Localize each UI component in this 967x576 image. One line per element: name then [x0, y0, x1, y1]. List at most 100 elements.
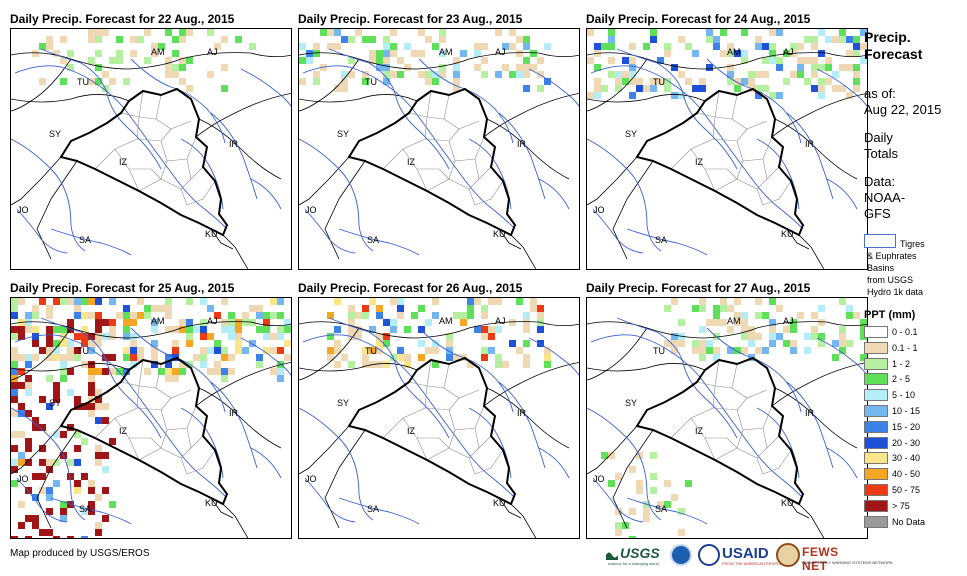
country-border	[498, 497, 522, 519]
precip-cell	[839, 347, 846, 354]
precip-cell	[39, 78, 46, 85]
precip-cell	[720, 319, 727, 326]
precip-cell	[369, 298, 376, 305]
country-label: JO	[593, 474, 605, 484]
precip-cell	[151, 50, 158, 57]
precip-cell	[362, 78, 369, 85]
forecast-panel-0: Daily Precip. Forecast for 22 Aug., 2015…	[10, 12, 292, 270]
precip-cell	[453, 71, 460, 78]
precip-cell	[397, 347, 404, 354]
country-label: IZ	[695, 426, 704, 436]
precip-cell	[81, 326, 88, 333]
basin-outline	[210, 381, 258, 469]
precip-cell	[32, 50, 39, 57]
precip-cell	[172, 347, 179, 354]
precip-cell	[39, 43, 46, 50]
basin-outline	[180, 407, 224, 479]
precip-cell	[397, 305, 404, 312]
legend-label: 10 - 15	[892, 406, 921, 416]
precip-cell	[727, 326, 734, 333]
country-label: IZ	[695, 157, 704, 167]
precip-cell	[348, 319, 355, 326]
precip-cell	[200, 361, 207, 368]
precip-cell	[102, 319, 109, 326]
country-border	[222, 503, 249, 538]
precip-cell	[11, 333, 18, 340]
precip-cell	[439, 36, 446, 43]
precip-cell	[11, 326, 18, 333]
precip-cell	[299, 78, 306, 85]
panel-title: Daily Precip. Forecast for 26 Aug., 2015	[298, 281, 523, 295]
precip-cell	[348, 326, 355, 333]
legend-swatch	[864, 468, 888, 481]
precip-cell	[383, 340, 390, 347]
basin-outline	[418, 327, 514, 413]
precip-cell	[18, 501, 25, 508]
precip-cell	[39, 396, 46, 403]
country-border	[587, 52, 828, 70]
precip-cell	[741, 319, 748, 326]
precip-cell	[474, 298, 481, 305]
precip-cell	[762, 43, 769, 50]
legend-item: 50 - 75	[864, 484, 964, 496]
precip-cell	[263, 333, 270, 340]
country-label: AM	[439, 47, 453, 57]
precip-cell	[769, 326, 776, 333]
precip-cell	[811, 333, 818, 340]
precip-cell	[636, 487, 643, 494]
precip-cell	[671, 340, 678, 347]
country-label: JO	[593, 205, 605, 215]
precip-cell	[376, 347, 383, 354]
precip-cell	[846, 92, 853, 99]
precip-cell	[46, 43, 53, 50]
precip-cell	[362, 305, 369, 312]
precip-cell	[341, 354, 348, 361]
country-label: TU	[77, 77, 89, 87]
country-border	[826, 321, 867, 326]
precip-cell	[629, 71, 636, 78]
basin-outline	[250, 178, 282, 210]
precip-cell	[453, 354, 460, 361]
precip-cell	[102, 515, 109, 522]
precip-cell	[818, 319, 825, 326]
precip-cell	[235, 326, 242, 333]
basin-outline	[616, 48, 738, 170]
country-border	[299, 58, 360, 112]
precip-cell	[151, 319, 158, 326]
precip-cell	[74, 431, 81, 438]
precip-cell	[186, 298, 193, 305]
precip-cell	[334, 340, 341, 347]
country-border	[36, 429, 78, 529]
precip-cell	[334, 361, 341, 368]
country-label: IR	[805, 408, 815, 418]
precip-cell	[741, 347, 748, 354]
precip-cell	[608, 71, 615, 78]
province-border	[736, 178, 768, 190]
precip-cell	[523, 354, 530, 361]
precip-cell	[769, 319, 776, 326]
legend-label: 5 - 10	[892, 390, 916, 401]
legend-item: 2 - 5	[864, 373, 964, 386]
country-label: IR	[517, 139, 527, 149]
province-border	[705, 168, 738, 180]
precip-cell	[383, 333, 390, 340]
precip-cell	[334, 29, 341, 36]
country-border	[798, 234, 825, 269]
precip-cell	[46, 340, 53, 347]
precip-cell	[797, 71, 804, 78]
precip-cell	[860, 326, 867, 333]
precip-cell	[376, 312, 383, 319]
precip-cell	[720, 29, 727, 36]
province-border	[443, 363, 480, 399]
precip-cell	[755, 347, 762, 354]
precip-cell	[755, 43, 762, 50]
precip-cell	[776, 333, 783, 340]
precip-cell	[509, 43, 516, 50]
precip-cell	[348, 361, 355, 368]
precip-cell	[179, 326, 186, 333]
sidebar-title-line1: Precip.	[864, 29, 911, 45]
basin-outline	[240, 337, 291, 376]
precip-cell	[25, 515, 32, 522]
basin-outline	[786, 381, 834, 469]
precip-cell	[664, 78, 671, 85]
